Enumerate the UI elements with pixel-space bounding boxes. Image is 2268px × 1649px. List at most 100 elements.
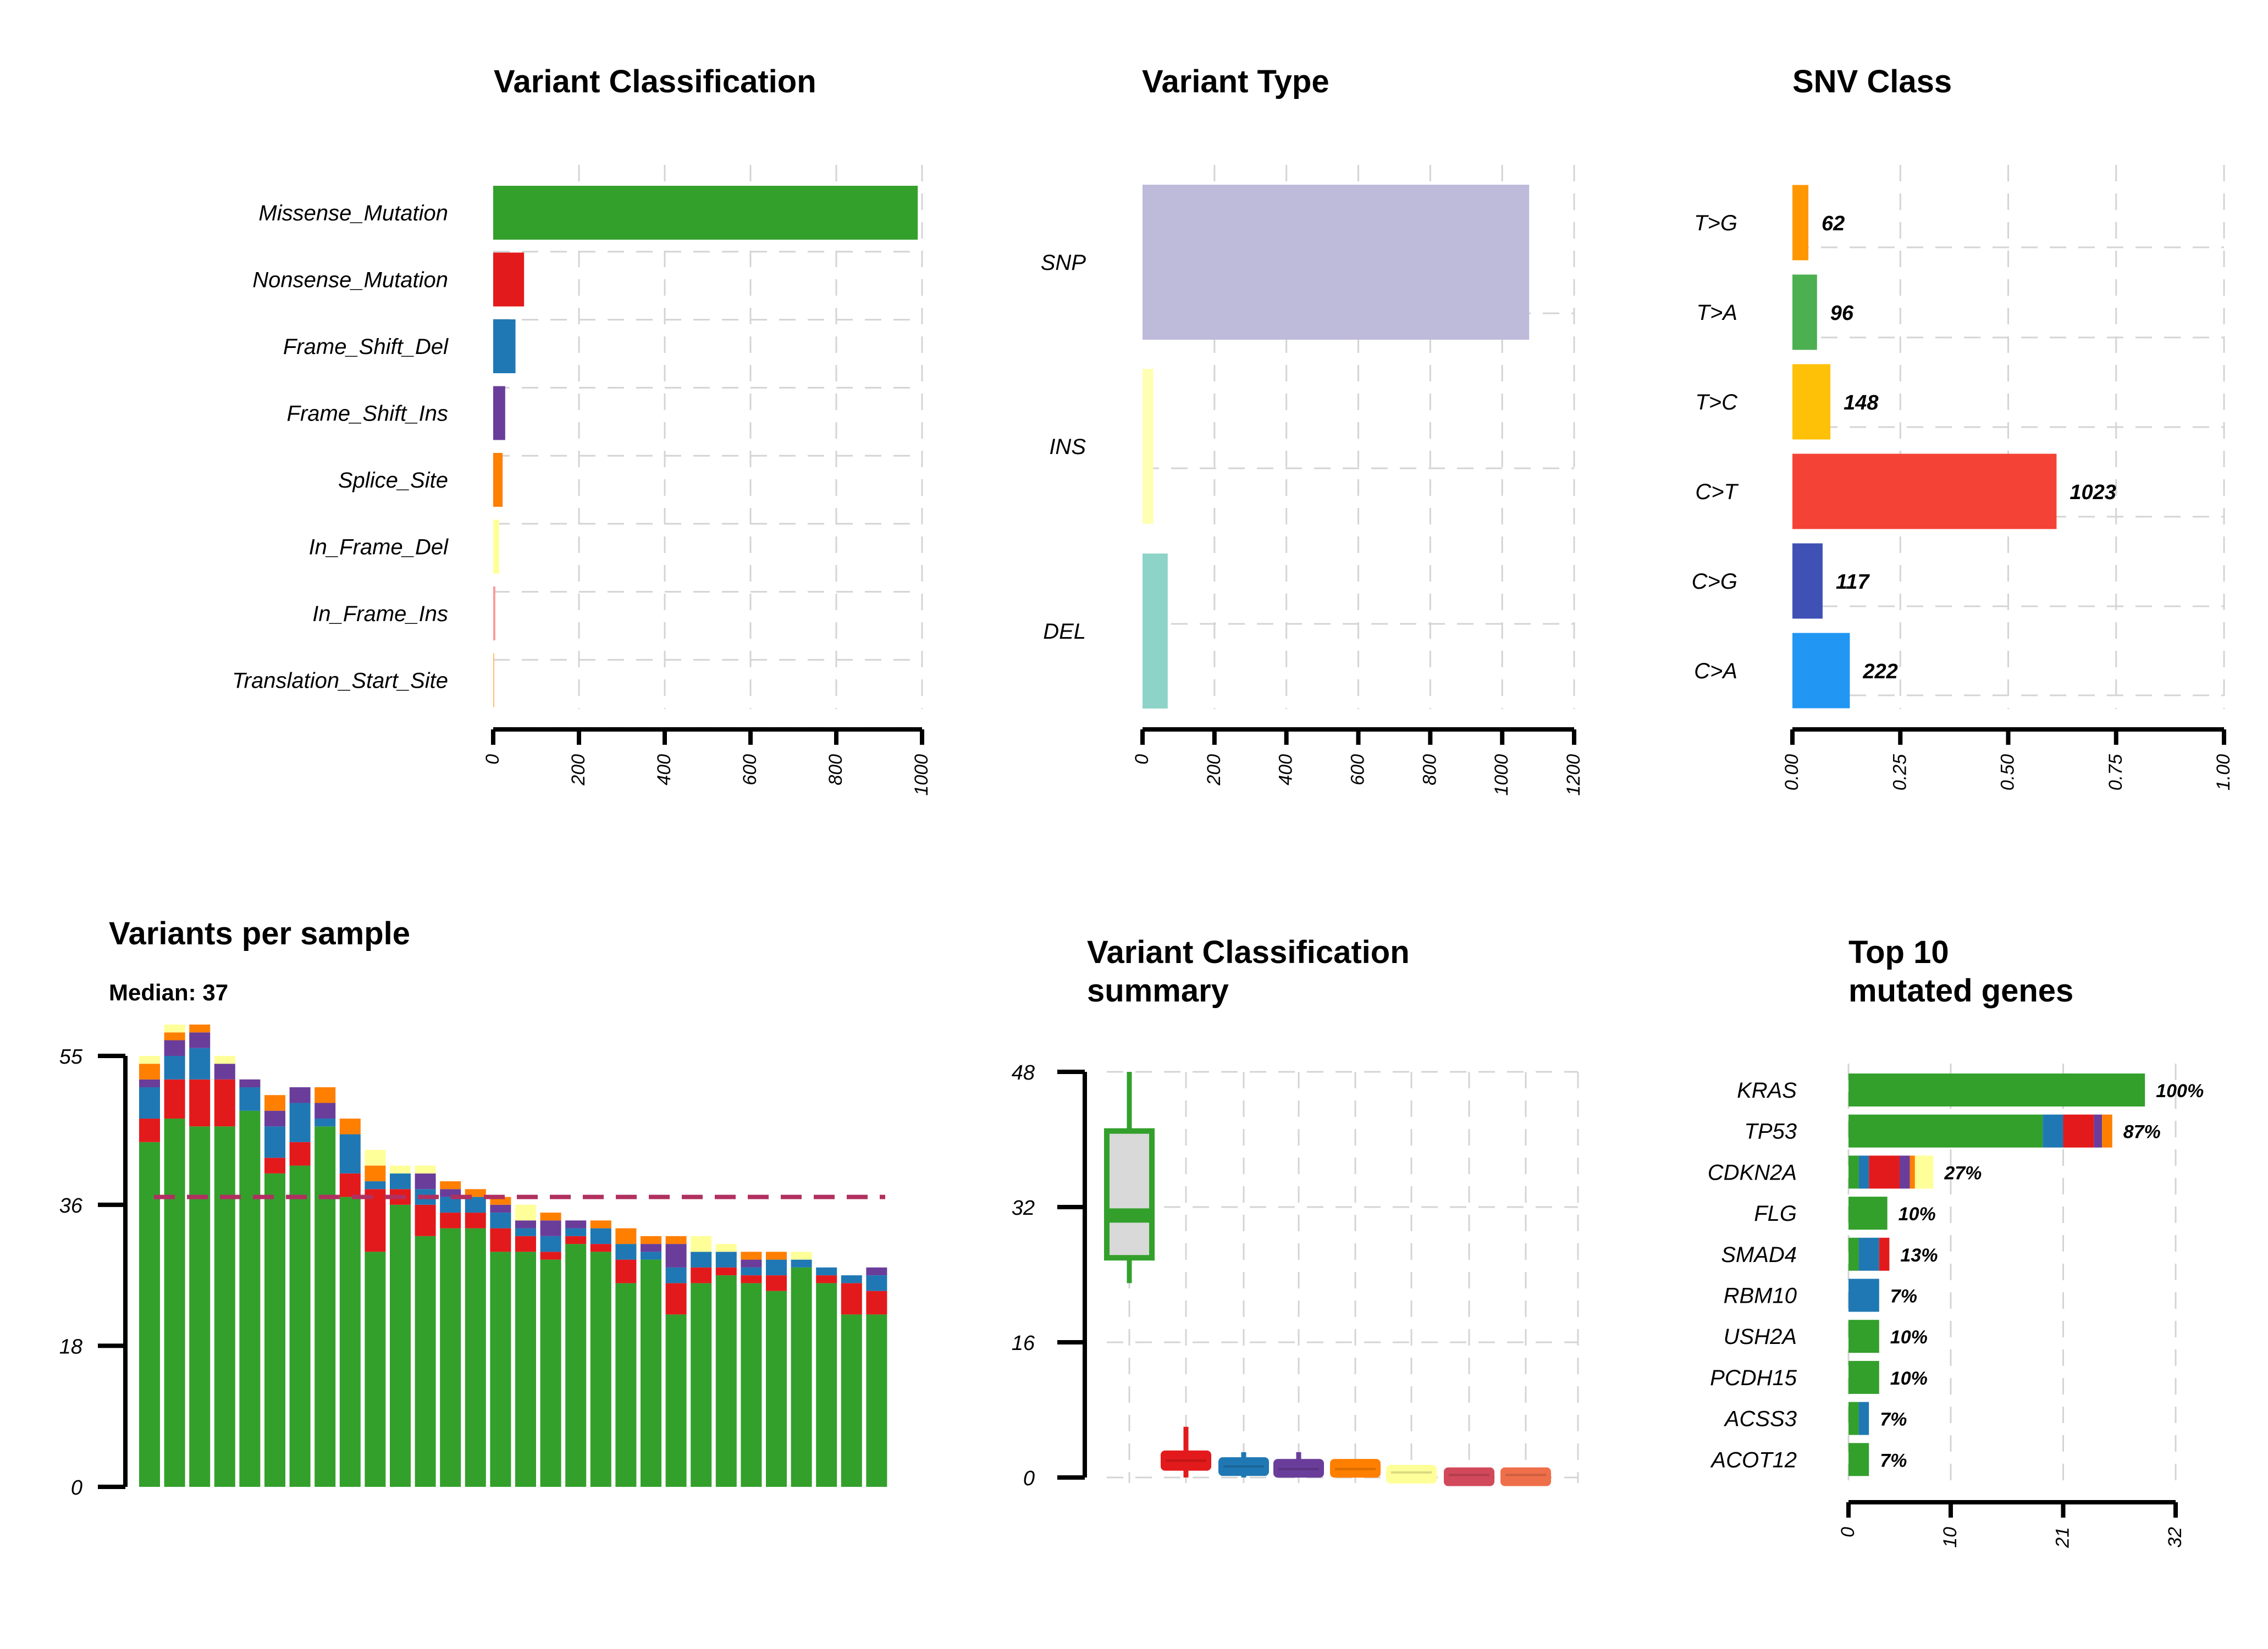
- stack-segment: [214, 1079, 235, 1127]
- stack-segment: [615, 1259, 637, 1283]
- stack-segment: [615, 1244, 637, 1260]
- stack-segment: [490, 1213, 511, 1229]
- bar-count-label: 117: [1836, 571, 1870, 594]
- chart-title: Top 10 mutated genes: [1848, 934, 2073, 1009]
- stack-segment: [590, 1252, 611, 1487]
- snv-x-tick-label: 0.75: [2105, 754, 2126, 790]
- stack-segment: [565, 1244, 587, 1487]
- stack-segment: [415, 1236, 436, 1487]
- stack-segment: [540, 1213, 561, 1221]
- vc-x-tick-label: 200: [568, 754, 589, 786]
- gene-label: SMAD4: [1721, 1243, 1797, 1267]
- stack-segment: [390, 1204, 411, 1487]
- gene-percent-label: 10%: [1890, 1327, 1928, 1348]
- stack-segment: [866, 1291, 887, 1315]
- stack-segment: [691, 1283, 712, 1487]
- stack-segment: [691, 1252, 712, 1268]
- category-label: Splice_Site: [338, 468, 448, 493]
- category-label: Frame_Shift_Del: [283, 335, 449, 359]
- stack-segment: [189, 1032, 211, 1048]
- gene-bar-segment: [1899, 1155, 1910, 1189]
- stack-segment: [189, 1024, 211, 1033]
- vcs-y-tick-label: 16: [1012, 1332, 1035, 1355]
- stack-segment: [415, 1204, 436, 1236]
- stack-segment: [766, 1252, 787, 1260]
- box-body: [1386, 1465, 1437, 1484]
- stack-segment: [791, 1252, 812, 1260]
- stack-segment: [641, 1244, 661, 1252]
- stack-segment: [139, 1087, 160, 1119]
- bar-snv: [1792, 185, 1809, 261]
- vps-y-tick-label: 36: [59, 1194, 83, 1218]
- bar-snv: [1792, 543, 1823, 619]
- category-label: SNP: [1041, 251, 1086, 275]
- stack-segment: [641, 1259, 661, 1487]
- bar-snv: [1792, 274, 1817, 350]
- bar-ins: [1143, 369, 1154, 524]
- stack-segment: [490, 1204, 511, 1213]
- vps-y-tick-label: 55: [59, 1045, 83, 1069]
- chart-title: SNV Class: [1792, 64, 1952, 99]
- gene-bar-segment: [2063, 1114, 2094, 1148]
- stack-segment: [339, 1197, 361, 1487]
- stack-segment: [715, 1252, 737, 1268]
- top10-x-tick-label: 32: [2165, 1527, 2186, 1548]
- stack-segment: [766, 1259, 787, 1276]
- stack-segment: [164, 1079, 185, 1119]
- stack-segment: [139, 1142, 160, 1487]
- gene-bar-segment: [1848, 1114, 2043, 1148]
- vt-x-tick-label: 1200: [1563, 754, 1584, 796]
- stack-segment: [540, 1236, 561, 1252]
- vcs-y-tick-label: 48: [1012, 1061, 1035, 1084]
- stack-segment: [490, 1228, 511, 1252]
- category-label: In_Frame_Ins: [312, 602, 448, 626]
- stack-segment: [314, 1087, 336, 1103]
- stack-segment: [665, 1236, 687, 1244]
- gene-percent-label: 10%: [1899, 1204, 1936, 1225]
- gene-label: ACSS3: [1724, 1407, 1797, 1431]
- vt-x-tick-label: 200: [1204, 754, 1224, 786]
- stack-segment: [515, 1236, 536, 1252]
- gene-percent-label: 10%: [1890, 1368, 1928, 1389]
- stack-segment: [139, 1119, 160, 1142]
- stack-segment: [691, 1267, 712, 1283]
- category-label: T>A: [1697, 301, 1737, 325]
- stack-segment: [515, 1220, 536, 1229]
- category-label: DEL: [1043, 619, 1086, 644]
- panel-variant-classification-summary: Variant Classification summary 0 16 32 48: [1012, 934, 1579, 1490]
- stack-segment: [766, 1275, 787, 1291]
- stack-segment: [189, 1126, 211, 1487]
- gene-bar-segment: [1848, 1402, 1859, 1435]
- stack-segment: [440, 1213, 461, 1229]
- stack-segment: [791, 1259, 812, 1268]
- stack-segment: [239, 1079, 261, 1088]
- stack-segment: [540, 1252, 561, 1260]
- category-label: C>G: [1692, 569, 1737, 594]
- vt-x-tick-label: 800: [1419, 754, 1440, 785]
- category-label: Missense_Mutation: [258, 201, 448, 225]
- stack-segment: [214, 1056, 235, 1064]
- chart-subtitle: Median: 37: [109, 980, 228, 1005]
- vt-x-tick-label: 600: [1348, 754, 1368, 785]
- category-label: Translation_Start_Site: [232, 669, 448, 693]
- snv-x-tick-label: 0.00: [1781, 754, 1802, 790]
- gene-percent-label: 27%: [1944, 1163, 1982, 1183]
- stack-segment: [791, 1267, 812, 1487]
- category-label: In_Frame_Del: [309, 535, 449, 560]
- stack-segment: [289, 1142, 311, 1166]
- vcs-y-tick-label: 0: [1023, 1467, 1035, 1490]
- stack-segment: [715, 1267, 737, 1276]
- gene-label: ACOT12: [1710, 1448, 1797, 1472]
- gene-bar-segment: [1848, 1360, 1879, 1394]
- gene-bar-segment: [1848, 1073, 2145, 1106]
- category-label: Frame_Shift_Ins: [287, 402, 448, 426]
- gene-bar-segment: [1848, 1155, 1859, 1189]
- stack-segment: [365, 1150, 386, 1166]
- stack-segment: [164, 1056, 185, 1080]
- bar-frame_shift_ins: [493, 386, 505, 440]
- gene-bar-segment: [1858, 1237, 1879, 1271]
- stack-segment: [339, 1134, 361, 1174]
- stack-segment: [189, 1048, 211, 1080]
- stack-segment: [866, 1314, 887, 1487]
- top10-x-tick-label: 10: [1940, 1527, 1961, 1548]
